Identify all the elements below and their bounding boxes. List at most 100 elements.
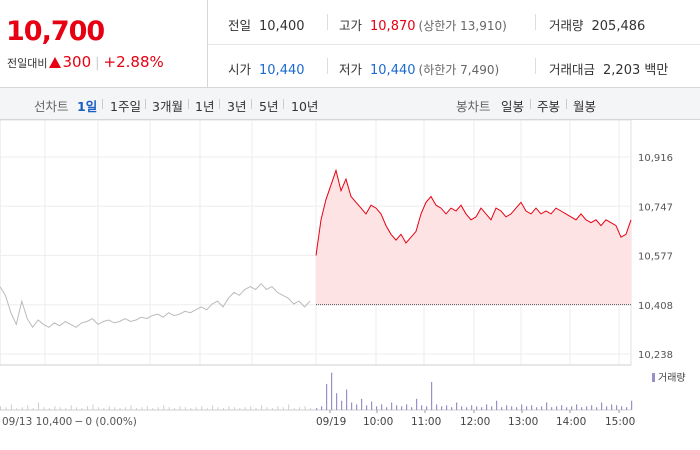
prev-volume-bar bbox=[299, 407, 301, 410]
prev-volume-bar bbox=[92, 404, 94, 410]
y-tick-label: 10,408 bbox=[638, 301, 673, 312]
volume-bar bbox=[351, 402, 353, 410]
volume-bar bbox=[376, 406, 378, 410]
volume-bar bbox=[576, 404, 578, 410]
volume-legend-swatch bbox=[652, 373, 655, 382]
chart-tab-bar: 선차트 1일 1주일 3개월 1년 3년 5년 10년 봉차트 일봉 주봉 월봉 bbox=[0, 88, 700, 120]
prev-volume-bar bbox=[16, 408, 18, 410]
tab-monthly[interactable]: 월봉 bbox=[573, 99, 597, 114]
volume-bar bbox=[541, 406, 543, 410]
prev-volume-bar bbox=[239, 408, 241, 410]
y-tick-label: 10,238 bbox=[638, 350, 673, 361]
prev-volume-bar bbox=[168, 407, 170, 410]
x-tick-label: 11:00 bbox=[411, 416, 441, 428]
price-chart[interactable]: 10,916 10,747 10,577 10,408 10,238 09/19 10:0… bbox=[0, 119, 700, 450]
prev-volume-bar bbox=[27, 405, 29, 410]
volume-bar bbox=[381, 404, 383, 410]
prev-volume-bar bbox=[48, 408, 50, 410]
y-tick-label: 10,747 bbox=[638, 202, 673, 213]
volume-bar bbox=[371, 401, 373, 410]
prev-volume-bar bbox=[233, 407, 235, 410]
stat-label: 시가 bbox=[228, 62, 252, 77]
volume-bar bbox=[431, 382, 433, 410]
prev-volume-bar bbox=[261, 405, 263, 410]
volume-bar bbox=[476, 406, 478, 410]
stat-label: 고가 bbox=[339, 18, 363, 33]
prev-volume-bar bbox=[108, 406, 110, 410]
prev-volume-bar bbox=[212, 405, 214, 410]
tab-1y[interactable]: 1년 bbox=[195, 99, 215, 114]
volume-bar bbox=[391, 402, 393, 410]
tab-5y[interactable]: 5년 bbox=[259, 99, 279, 114]
volume-bar bbox=[551, 407, 553, 410]
stat-high: 고가 10,870 (상한가 13,910) bbox=[339, 15, 507, 34]
volume-bar bbox=[401, 406, 403, 410]
volume-bar bbox=[536, 407, 538, 410]
volume-bar bbox=[586, 406, 588, 410]
volume-bar bbox=[421, 405, 423, 410]
volume-bar bbox=[411, 407, 413, 410]
candle-chart-label: 봉차트 bbox=[456, 99, 491, 114]
prev-volume-bar bbox=[76, 407, 78, 410]
prev-day-line bbox=[0, 282, 311, 329]
prev-volume-bar bbox=[54, 406, 56, 410]
volume-bar bbox=[336, 393, 338, 410]
tab-1w[interactable]: 1주일 bbox=[110, 99, 141, 114]
volume-bar bbox=[621, 406, 623, 410]
x-tick-label: 14:00 bbox=[556, 416, 586, 428]
price-box: 10,700 전일대비 300 | +2.88% bbox=[0, 0, 208, 88]
volume-bar bbox=[446, 405, 448, 410]
prev-volume-bar bbox=[125, 407, 127, 410]
tab-separator bbox=[219, 99, 220, 109]
volume-bar bbox=[511, 406, 513, 410]
volume-bar bbox=[331, 372, 333, 410]
tab-weekly[interactable]: 주봉 bbox=[537, 99, 561, 114]
volume-bar bbox=[486, 404, 488, 410]
volume-bar bbox=[526, 406, 528, 410]
prev-volume-bar bbox=[228, 406, 230, 410]
prev-volume-bar bbox=[304, 406, 306, 410]
stat-divider bbox=[535, 14, 536, 30]
today-fill bbox=[316, 170, 631, 305]
stat-low: 저가 10,440 (하한가 7,490) bbox=[339, 59, 499, 78]
prev-volume-bar bbox=[0, 406, 1, 410]
up-arrow-icon bbox=[49, 57, 62, 68]
volume-bar bbox=[496, 400, 498, 410]
prev-volume-bar bbox=[277, 406, 279, 410]
x-tick-label: 10:00 bbox=[363, 416, 393, 428]
prev-volume-bar bbox=[266, 407, 268, 410]
prev-volume-bar bbox=[282, 407, 284, 410]
tab-daily[interactable]: 일봉 bbox=[501, 99, 525, 114]
volume-bar bbox=[406, 404, 408, 410]
volume-bar bbox=[451, 407, 453, 410]
volume-bar bbox=[386, 407, 388, 410]
tab-3y[interactable]: 3년 bbox=[227, 99, 247, 114]
prev-volume-bar bbox=[206, 408, 208, 410]
tab-separator bbox=[530, 99, 531, 109]
volume-bar bbox=[441, 406, 443, 410]
stat-sub: (하한가 7,490) bbox=[418, 63, 500, 77]
prev-volume-bar bbox=[103, 408, 105, 410]
volume-bar bbox=[416, 398, 418, 410]
stat-open: 시가 10,440 bbox=[228, 59, 305, 78]
stat-value: 205,486 bbox=[591, 19, 646, 34]
prev-volume-bar bbox=[179, 406, 181, 410]
prev-volume-bar bbox=[146, 406, 148, 410]
stat-value: 10,440 bbox=[370, 63, 416, 78]
volume-bar bbox=[601, 402, 603, 410]
prev-volume-bar bbox=[184, 407, 186, 410]
prev-day-caption: 09/13 10,400 ─ 0 (0.00%) bbox=[2, 416, 137, 428]
volume-bar bbox=[396, 405, 398, 410]
tab-3m[interactable]: 3개월 bbox=[152, 99, 183, 114]
prev-volume-bar bbox=[21, 407, 23, 410]
tab-10y[interactable]: 10년 bbox=[291, 99, 319, 114]
volume-bar bbox=[471, 405, 473, 410]
x-tick-label: 15:00 bbox=[605, 416, 635, 428]
tab-separator bbox=[102, 99, 103, 109]
stat-label: 전일 bbox=[228, 18, 252, 33]
stat-sub: (상한가 13,910) bbox=[418, 19, 507, 33]
prev-volume-bar bbox=[70, 405, 72, 410]
prev-volume-bar bbox=[141, 407, 143, 410]
tab-1d[interactable]: 1일 bbox=[77, 99, 98, 114]
volume-bar bbox=[466, 407, 468, 410]
